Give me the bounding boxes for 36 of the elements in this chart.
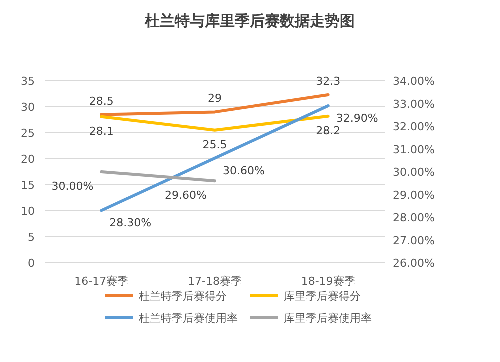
y-tick-label: 25 bbox=[21, 127, 35, 140]
data-label: 32.3 bbox=[316, 75, 341, 88]
data-label: 30.00% bbox=[52, 180, 94, 193]
legend-label: 库里季后赛使用率 bbox=[284, 312, 372, 325]
y-tick-label: 10 bbox=[21, 205, 35, 218]
y-tick-label: 15 bbox=[21, 179, 35, 192]
y2-tick-label: 34.00% bbox=[393, 75, 435, 88]
data-label: 25.5 bbox=[202, 138, 228, 152]
y2-tick-label: 26.00% bbox=[393, 257, 435, 270]
y2-tick-label: 32.00% bbox=[393, 120, 435, 134]
chart-title: 杜兰特与库里季后赛数据走势图 bbox=[144, 12, 355, 30]
legend-label: 杜兰特季后赛使用率 bbox=[139, 312, 238, 325]
y2-tick-label: 27.00% bbox=[393, 234, 435, 248]
y-tick-label: 20 bbox=[21, 153, 35, 166]
data-label: 30.60% bbox=[223, 164, 265, 178]
data-label: 28.5 bbox=[89, 94, 114, 108]
data-label: 29.60% bbox=[165, 189, 207, 202]
data-label: 32.90% bbox=[336, 112, 378, 126]
x-tick-label: 16-17赛季 bbox=[74, 275, 129, 288]
data-label: 28.30% bbox=[110, 216, 152, 230]
data-label: 28.1 bbox=[89, 124, 114, 138]
y-tick-label: 30 bbox=[21, 101, 35, 114]
y-tick-label: 0 bbox=[28, 257, 35, 270]
legend-label: 杜兰特季后赛得分 bbox=[139, 290, 227, 303]
y2-tick-label: 33.00% bbox=[393, 98, 435, 111]
legend-label: 库里季后赛得分 bbox=[284, 290, 361, 303]
y-tick-label: 5 bbox=[28, 231, 35, 244]
y-tick-label: 35 bbox=[21, 75, 35, 88]
y2-tick-label: 28.00% bbox=[393, 212, 435, 224]
data-label: 29 bbox=[208, 92, 222, 106]
y2-tick-label: 29.00% bbox=[393, 188, 435, 202]
y2-tick-label: 30.00% bbox=[393, 166, 435, 179]
x-tick-label: 17-18赛季 bbox=[188, 275, 242, 288]
data-label: 28.2 bbox=[316, 124, 341, 138]
x-tick-label: 18-19赛季 bbox=[301, 275, 356, 288]
y2-tick-label: 31.00% bbox=[393, 143, 435, 156]
